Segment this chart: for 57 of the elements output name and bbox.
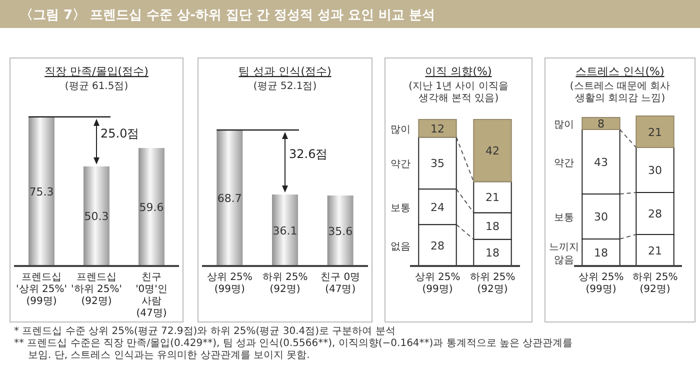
series-label: 많이 (390, 124, 411, 136)
series-label: 약간 (390, 159, 411, 170)
data-label: 35.6 (328, 224, 353, 238)
bar (636, 116, 674, 148)
series-label: 없음 (390, 241, 411, 252)
series-label: 보통 (554, 212, 574, 224)
data-label: 21 (486, 191, 500, 204)
x-tick-label: 하위 25% (92명) (632, 272, 678, 295)
data-label: 24 (430, 200, 444, 214)
bar (582, 117, 620, 130)
x-tick-label: 프렌드십 '상위 25%' (99명) (16, 272, 67, 307)
data-label: 75.3 (29, 185, 54, 198)
data-label: 68.7 (217, 192, 242, 205)
annotation: 25.0점 (100, 126, 140, 141)
x-tick-label: 프렌드십 '하위 25%' (92명) (71, 272, 122, 307)
data-label: 59.6 (139, 200, 164, 214)
chart-subtitle: (평균 52.1점) (253, 81, 317, 92)
data-label: 43 (594, 156, 608, 169)
chart-title: 팀 성과 인식(점수) (238, 65, 332, 78)
data-label: 36.1 (272, 224, 298, 238)
data-label: 18 (594, 246, 608, 260)
data-label: 18 (486, 246, 500, 260)
x-tick-label: 하위 25% (92명) (470, 272, 516, 295)
data-label: 35 (430, 157, 444, 170)
chart-title: 직장 만족/몰입(점수) (44, 65, 148, 78)
x-tick-label: 친구 0명 (47명) (320, 272, 360, 295)
x-tick-label: 하위 25% (92명) (262, 272, 308, 295)
data-label: 28 (648, 208, 662, 220)
bar (418, 118, 457, 138)
x-tick-label: 상위 25% (99명) (578, 272, 624, 295)
data-label: 8 (598, 118, 604, 130)
bar (473, 118, 512, 182)
data-label: 28 (430, 239, 444, 252)
data-label: 21 (648, 244, 662, 258)
series-label: 많이 (554, 120, 574, 130)
data-label: 30 (648, 164, 662, 177)
chart-title: 스트레스 인식(%) (576, 65, 664, 78)
annotation: 32.6점 (289, 147, 328, 162)
data-label: 21 (648, 126, 662, 139)
chart-subtitle: (스트레스 때문에 회사 생활의 회의감 느낌) (570, 81, 670, 104)
x-tick-label: 상위 25% (99명) (206, 272, 252, 295)
series-label: 약간 (554, 158, 574, 169)
data-label: 42 (486, 144, 500, 158)
data-label: 30 (594, 210, 608, 224)
series-label: 느끼지 않음 (549, 242, 580, 266)
chart-subtitle: (평균 61.5점) (64, 81, 128, 92)
data-label: 12 (430, 122, 444, 136)
chart-subtitle: (지난 1년 사이 이직을 생각해 본적 있음) (408, 81, 508, 104)
text: * 프렌드십 수준 상위 25%(평균 72.9점)와 하위 25%(평균 30.4점)로 구분하여 분석 (14, 326, 396, 337)
x-tick-label: 상위 25% (99명) (414, 272, 460, 295)
data-label: 50.3 (84, 210, 109, 224)
text: ** 프렌드십 수준은 직장 만족/몰입(0.429**), 팀 성과 인식(0.5566**), 이직의향(−0.164**)과 통계적으로 높은 상관관계를 보임. 단, 스트레스 인식과는 유의미한 상관관계를 보이지 못함. (14, 338, 573, 361)
x-tick-label: 친구 '0명'인 사람 (47명) (136, 272, 168, 319)
series-label: 보통 (390, 202, 411, 214)
data-label: 18 (486, 220, 500, 234)
text: 〈그림 7〉 프렌드십 수준 상-하위 집단 간 정성적 성과 요인 비교 분석 (20, 8, 436, 23)
chart-title: 이직 의향(%) (425, 65, 492, 78)
